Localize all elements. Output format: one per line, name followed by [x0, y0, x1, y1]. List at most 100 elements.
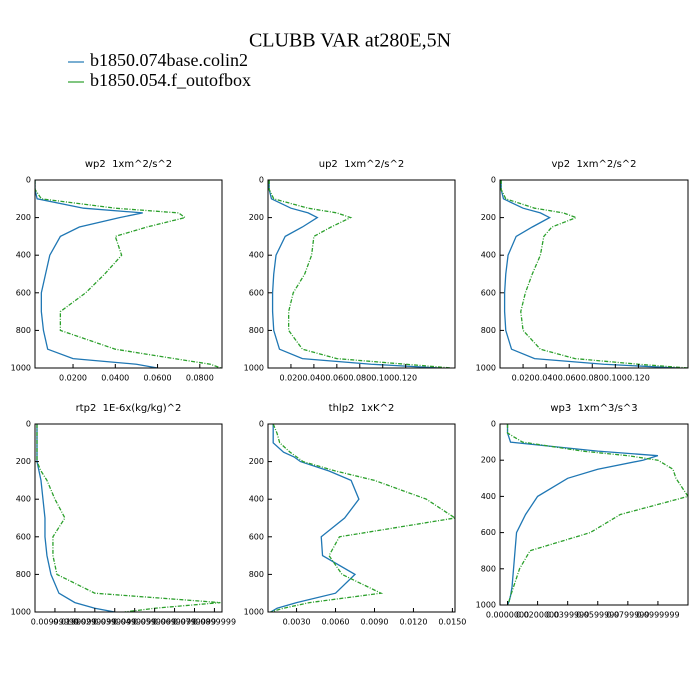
plot-frame [267, 423, 456, 613]
x-tick-label: 0.0090 [360, 618, 388, 627]
x-tick-label: 0.0899999 [193, 618, 236, 627]
y-tick-label: 200 [249, 457, 264, 466]
legend-label: b1850.054.f_outofbox [90, 70, 251, 90]
y-tick-label: 400 [481, 492, 496, 501]
x-tick-label: 0.060 [558, 374, 581, 383]
y-tick-label: 1000 [11, 364, 31, 373]
y-tick-label: 200 [249, 213, 264, 222]
panel-title: thlp2 1xK^2 [329, 403, 395, 414]
x-tick-label: 0.0599999 [576, 611, 619, 620]
panel-title: vp2 1xm^2/s^2 [551, 159, 636, 170]
series-line [506, 424, 688, 605]
y-tick-label: 800 [16, 326, 31, 335]
y-tick-label: 0 [26, 176, 31, 185]
x-tick-label: 0.120 [627, 374, 650, 383]
x-tick-label: 0.00999999 [31, 618, 79, 627]
y-tick-label: 600 [481, 528, 496, 537]
x-tick-label: 0.0200000 [516, 611, 559, 620]
y-tick-label: 400 [249, 495, 264, 504]
y-tick-label: 800 [481, 326, 496, 335]
x-tick-label: 0.0599999 [133, 618, 176, 627]
series-line [35, 180, 158, 368]
plot-frame [34, 179, 223, 369]
x-tick-label: 0.0299999 [73, 618, 116, 627]
y-tick-label: 200 [16, 213, 31, 222]
series-line [500, 180, 679, 368]
y-tick-label: 600 [16, 532, 31, 541]
x-tick-label: 0.0000000 [486, 611, 529, 620]
series-line [270, 424, 455, 612]
x-tick-label: 0.120 [394, 374, 417, 383]
x-tick-label: 0.060 [325, 374, 348, 383]
y-tick-label: 600 [481, 288, 496, 297]
plot-area [506, 424, 688, 605]
plot-frame [267, 179, 456, 369]
x-tick-label: 0.0799999 [173, 618, 216, 627]
y-tick-label: 400 [16, 251, 31, 260]
y-tick-label: 600 [16, 288, 31, 297]
plot-frame [499, 423, 689, 606]
y-tick-label: 400 [481, 251, 496, 260]
main-title: CLUBB VAR at280E,5N [249, 30, 451, 52]
plot-area [268, 180, 452, 368]
x-tick-label: 0.0600 [144, 374, 172, 383]
x-tick-label: 0.0800 [186, 374, 214, 383]
legend-label: b1850.074base.colin2 [90, 50, 248, 70]
y-tick-label: 0 [26, 420, 31, 429]
x-tick-label: 0.0120 [399, 618, 427, 627]
x-tick-label: 0.040 [535, 374, 558, 383]
y-tick-label: 0 [491, 420, 496, 429]
y-tick-label: 400 [249, 251, 264, 260]
plot-area [270, 424, 455, 612]
x-tick-label: 0.0699999 [153, 618, 196, 627]
series-line [268, 180, 441, 368]
x-tick-label: 0.0060 [322, 618, 350, 627]
x-tick-label: 0.0399999 [546, 611, 589, 620]
y-tick-label: 800 [249, 570, 264, 579]
series-line [268, 180, 452, 368]
x-tick-label: 0.0150 [438, 618, 466, 627]
plot-area [500, 180, 688, 368]
x-tick-label: 0.020 [512, 374, 535, 383]
y-tick-label: 800 [16, 570, 31, 579]
x-tick-label: 0.080 [581, 374, 604, 383]
x-tick-label: 0.0030 [283, 618, 311, 627]
x-tick-label: 0.0400 [101, 374, 129, 383]
plot-area [36, 424, 221, 612]
x-tick-label: 0.0399999 [93, 618, 136, 627]
y-tick-label: 1000 [244, 608, 264, 617]
plot-frame [34, 423, 223, 613]
y-tick-label: 1000 [11, 608, 31, 617]
series-line [36, 424, 221, 612]
x-tick-label: 0.100 [604, 374, 627, 383]
series-line [506, 424, 659, 605]
plot-frame [499, 179, 689, 369]
y-tick-label: 1000 [476, 601, 496, 610]
y-tick-label: 1000 [476, 364, 496, 373]
y-tick-label: 1000 [244, 364, 264, 373]
panel-title: wp3 1xm^3/s^3 [550, 403, 637, 414]
x-tick-label: 0.020 [279, 374, 302, 383]
x-tick-label: 0.0799999 [606, 611, 649, 620]
x-tick-label: 0.0499999 [113, 618, 156, 627]
panel-title: up2 1xm^2/s^2 [319, 159, 405, 170]
y-tick-label: 0 [491, 176, 496, 185]
y-tick-label: 800 [249, 326, 264, 335]
y-tick-label: 800 [481, 564, 496, 573]
x-tick-label: 0.0199999 [53, 618, 96, 627]
y-tick-label: 600 [249, 288, 264, 297]
x-tick-label: 0.0200 [59, 374, 87, 383]
x-tick-label: 0.0999999 [636, 611, 679, 620]
panel-title: wp2 1xm^2/s^2 [85, 159, 172, 170]
x-tick-label: 0.100 [371, 374, 394, 383]
y-tick-label: 0 [259, 420, 264, 429]
y-tick-label: 600 [249, 532, 264, 541]
y-tick-label: 200 [16, 457, 31, 466]
series-line [270, 424, 360, 612]
y-tick-label: 200 [481, 213, 496, 222]
panel-title: rtp2 1E-6x(kg/kg)^2 [76, 403, 182, 414]
series-line [500, 180, 688, 368]
x-tick-label: 0.040 [302, 374, 325, 383]
